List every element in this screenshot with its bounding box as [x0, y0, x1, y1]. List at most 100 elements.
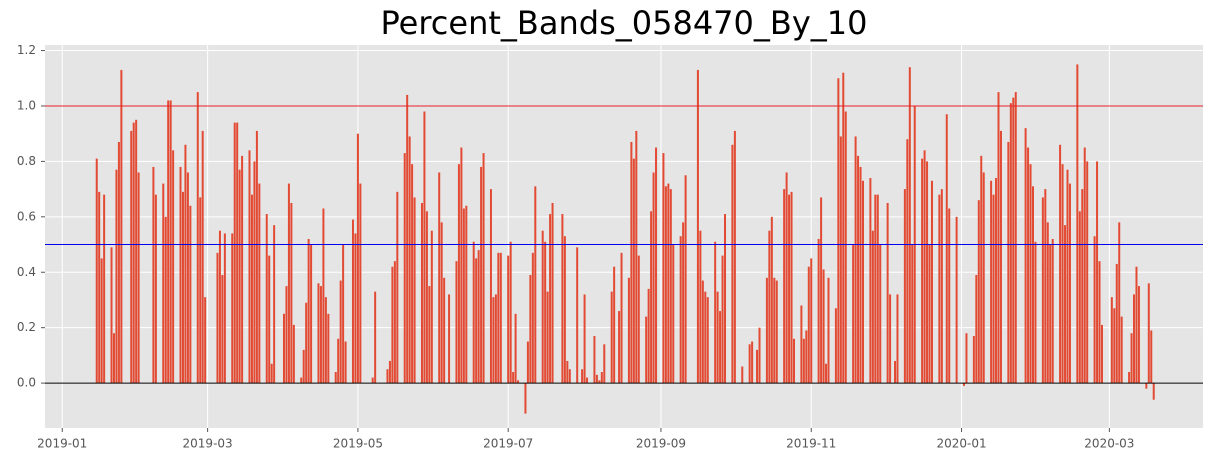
bar	[822, 269, 825, 384]
bar	[317, 283, 320, 384]
bar	[1145, 383, 1148, 389]
bar	[95, 158, 98, 384]
bar	[770, 216, 773, 384]
bar	[319, 286, 322, 384]
bar	[164, 216, 167, 384]
bar	[255, 130, 258, 384]
bar	[393, 261, 396, 384]
bar	[443, 277, 446, 384]
bar	[162, 183, 165, 384]
bar	[1041, 197, 1044, 384]
bar	[566, 360, 569, 384]
bar	[790, 191, 793, 384]
bar	[509, 241, 512, 384]
bar	[287, 183, 290, 384]
bar	[273, 225, 276, 384]
bar	[302, 349, 305, 384]
y-tick-label: 1.2	[17, 43, 36, 57]
chart-title: Percent_Bands_058470_By_10	[381, 4, 868, 42]
bar	[955, 216, 958, 384]
bar	[871, 230, 874, 384]
bar	[152, 166, 155, 384]
bar	[241, 155, 244, 384]
y-tick-label: 0.4	[17, 265, 36, 279]
bar	[339, 280, 342, 384]
bar	[517, 380, 520, 384]
bar	[420, 202, 423, 384]
bar	[265, 214, 268, 384]
bar	[650, 211, 653, 384]
bar	[921, 158, 924, 384]
bar	[460, 147, 463, 384]
bar	[1044, 189, 1047, 384]
bar	[386, 369, 389, 384]
bar	[430, 230, 433, 384]
bar	[221, 275, 224, 384]
bar	[620, 252, 623, 384]
bar	[837, 78, 840, 384]
bar	[593, 335, 596, 384]
bar	[869, 178, 872, 384]
bar	[135, 119, 138, 384]
bar	[632, 158, 635, 384]
bar	[1130, 333, 1133, 384]
bar	[337, 338, 340, 384]
bar	[1135, 266, 1138, 384]
bar	[788, 194, 791, 384]
bar	[448, 294, 451, 384]
bar	[906, 139, 909, 384]
bar	[411, 164, 414, 384]
bar	[793, 338, 796, 384]
bar	[196, 92, 199, 384]
x-tick-label: 2019-11	[786, 437, 836, 451]
bar	[524, 383, 527, 414]
bar	[1133, 294, 1136, 384]
bar	[541, 230, 544, 384]
bar	[396, 191, 399, 384]
bar	[598, 380, 601, 384]
bar	[618, 311, 621, 384]
bar	[98, 191, 101, 384]
plot-area	[45, 45, 1203, 428]
bar	[305, 302, 308, 384]
bar	[270, 363, 273, 384]
bar	[980, 155, 983, 384]
bar	[282, 313, 285, 384]
bar	[1049, 244, 1052, 384]
bar	[1100, 324, 1103, 384]
bar	[630, 141, 633, 384]
bar	[785, 172, 788, 384]
bar	[1152, 383, 1155, 400]
bar	[472, 241, 475, 384]
bar	[1068, 183, 1071, 384]
bar	[876, 194, 879, 384]
bar	[965, 333, 968, 384]
bar	[1027, 147, 1030, 384]
bar	[167, 100, 170, 384]
bar	[662, 153, 665, 384]
bar	[406, 94, 409, 384]
bar	[758, 327, 761, 384]
bar	[800, 305, 803, 384]
bar	[169, 100, 172, 384]
bar	[1096, 161, 1099, 384]
bar	[926, 161, 929, 384]
bar	[201, 130, 204, 384]
bar	[945, 114, 948, 384]
bar	[756, 349, 759, 384]
bar	[1007, 141, 1010, 384]
bar	[874, 194, 877, 384]
bar	[438, 172, 441, 384]
bar	[600, 372, 603, 384]
bar	[546, 291, 549, 384]
bar	[997, 92, 1000, 384]
bar	[948, 208, 951, 384]
bar	[1009, 103, 1012, 384]
bar	[120, 69, 123, 384]
bar	[327, 313, 330, 384]
bar	[765, 277, 768, 384]
bar	[462, 208, 465, 384]
bar	[285, 286, 288, 384]
bar	[854, 136, 857, 384]
bar	[928, 244, 931, 384]
